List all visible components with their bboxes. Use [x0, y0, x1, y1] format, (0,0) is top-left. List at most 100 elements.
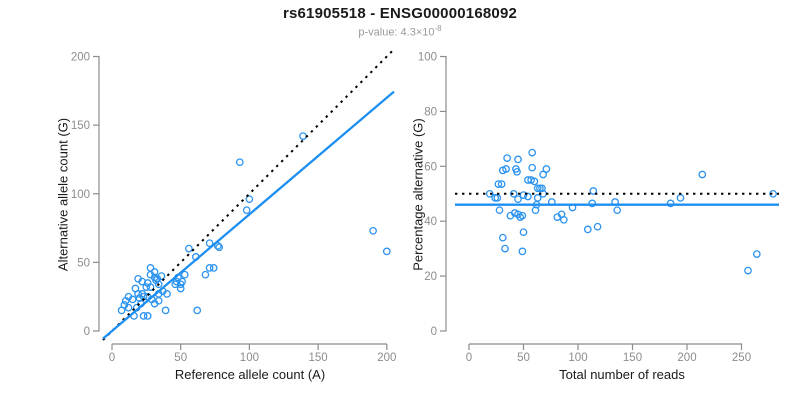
scatter-point [589, 187, 598, 195]
y-tick-label: 200 [71, 52, 90, 64]
scatter-point [514, 155, 522, 164]
scatter-point [744, 266, 752, 275]
scatter-point [128, 295, 137, 304]
scatter-point [193, 306, 202, 315]
left-y-axis-label: Alternative allele count (G) [55, 117, 71, 272]
scatter-point [519, 228, 528, 237]
x-tick-label: 200 [677, 352, 696, 364]
scatter-point [150, 268, 159, 276]
scatter-point [497, 180, 506, 188]
y-tick-label: 100 [418, 52, 437, 64]
left-lines [102, 48, 395, 341]
scatter-point [185, 244, 193, 253]
scatter-point [509, 189, 518, 198]
scatter-point [369, 226, 377, 235]
y-tick-label: 50 [77, 257, 90, 269]
right-lines [455, 192, 779, 206]
scatter-point [124, 303, 133, 312]
scatter-point [299, 132, 307, 140]
y-tick-label: 150 [71, 120, 90, 132]
scatter-point [139, 312, 148, 320]
scatter-point [559, 215, 568, 224]
scatter-point [205, 239, 214, 248]
scatter-point [542, 165, 551, 173]
scatter-point [528, 148, 537, 157]
x-tick-label: 100 [240, 352, 259, 364]
scatter-point [676, 194, 685, 202]
scatter-point [213, 242, 222, 250]
x-tick-label: 100 [568, 352, 587, 364]
scatter-point [382, 247, 391, 256]
scatter-point [524, 192, 532, 201]
y-tick-label: 0 [431, 326, 437, 338]
y-tick-label: 80 [424, 106, 437, 118]
scatter-point [588, 199, 597, 208]
scatter-point [666, 199, 675, 208]
scatter-point [154, 280, 163, 289]
scatter-point [245, 195, 254, 204]
scatter-point [242, 206, 251, 215]
scatter-point [178, 277, 186, 286]
scatter-point [143, 312, 152, 320]
scatter-point [142, 283, 151, 291]
scatter-point [146, 283, 155, 291]
scatter-point [519, 191, 528, 199]
x-tick-label: 50 [174, 352, 187, 364]
scatter-point [180, 270, 189, 279]
scatter-point [209, 264, 218, 272]
scatter-point [513, 167, 521, 176]
scatter-point [514, 195, 522, 204]
scatter-point [769, 189, 777, 198]
left-plot: 0 50 100 150 200 0 50 100 150 200 [71, 48, 396, 364]
page-title: rs61905518 - ENSG00000168092 [282, 5, 518, 22]
scatter-point [485, 189, 494, 198]
y-tick-label: 20 [424, 271, 437, 283]
left-x-axis-label: Reference allele count (A) [174, 367, 326, 382]
scatter-point [583, 225, 592, 234]
scatter-point [503, 154, 511, 162]
right-points [485, 148, 777, 275]
x-tick-label: 0 [466, 352, 472, 364]
scatter-point [752, 250, 761, 258]
scatter-point [518, 247, 527, 256]
right-y-axis-label: Percentage alternative (G) [410, 118, 426, 271]
scatter-point [518, 211, 527, 220]
pvalue-exponent: -8 [434, 24, 442, 33]
scatter-point [157, 272, 166, 280]
scatter-point [176, 284, 185, 293]
scatter-point [502, 165, 510, 173]
scatter-point [531, 206, 540, 215]
x-tick-label: 150 [309, 352, 328, 364]
solid-fit-line [102, 90, 395, 340]
x-tick-label: 250 [732, 352, 751, 364]
x-tick-label: 50 [517, 352, 530, 364]
y-tick-label: 40 [424, 216, 437, 228]
scatter-point [613, 206, 622, 215]
dotted-reference-line [102, 48, 395, 341]
scatter-point [533, 184, 542, 193]
scatter-point [533, 194, 542, 202]
scatter-point [495, 206, 504, 215]
scatter-point [205, 264, 214, 272]
scatter-point [494, 180, 503, 188]
scatter-point [539, 170, 547, 179]
x-tick-label: 150 [623, 352, 642, 364]
scatter-point [698, 170, 707, 179]
y-tick-label: 60 [424, 161, 437, 173]
right-x-axis-label: Total number of reads [559, 367, 685, 382]
pvalue-subtitle: p-value: 4.3×10-8 [0, 24, 800, 39]
y-tick-label: 100 [71, 189, 90, 201]
right-plot: 0 50 100 150 200 250 0 20 40 60 80 100 [418, 52, 779, 364]
scatter-point [593, 222, 602, 231]
x-tick-label: 200 [377, 352, 396, 364]
scatter-point [538, 184, 546, 193]
scatter-point [215, 243, 224, 252]
scatter-point [530, 177, 539, 186]
scatter-point [154, 296, 163, 305]
scatter-point [201, 270, 210, 279]
scatter-point [501, 244, 509, 253]
scatter-point [498, 233, 507, 242]
scatter-point [235, 158, 244, 167]
